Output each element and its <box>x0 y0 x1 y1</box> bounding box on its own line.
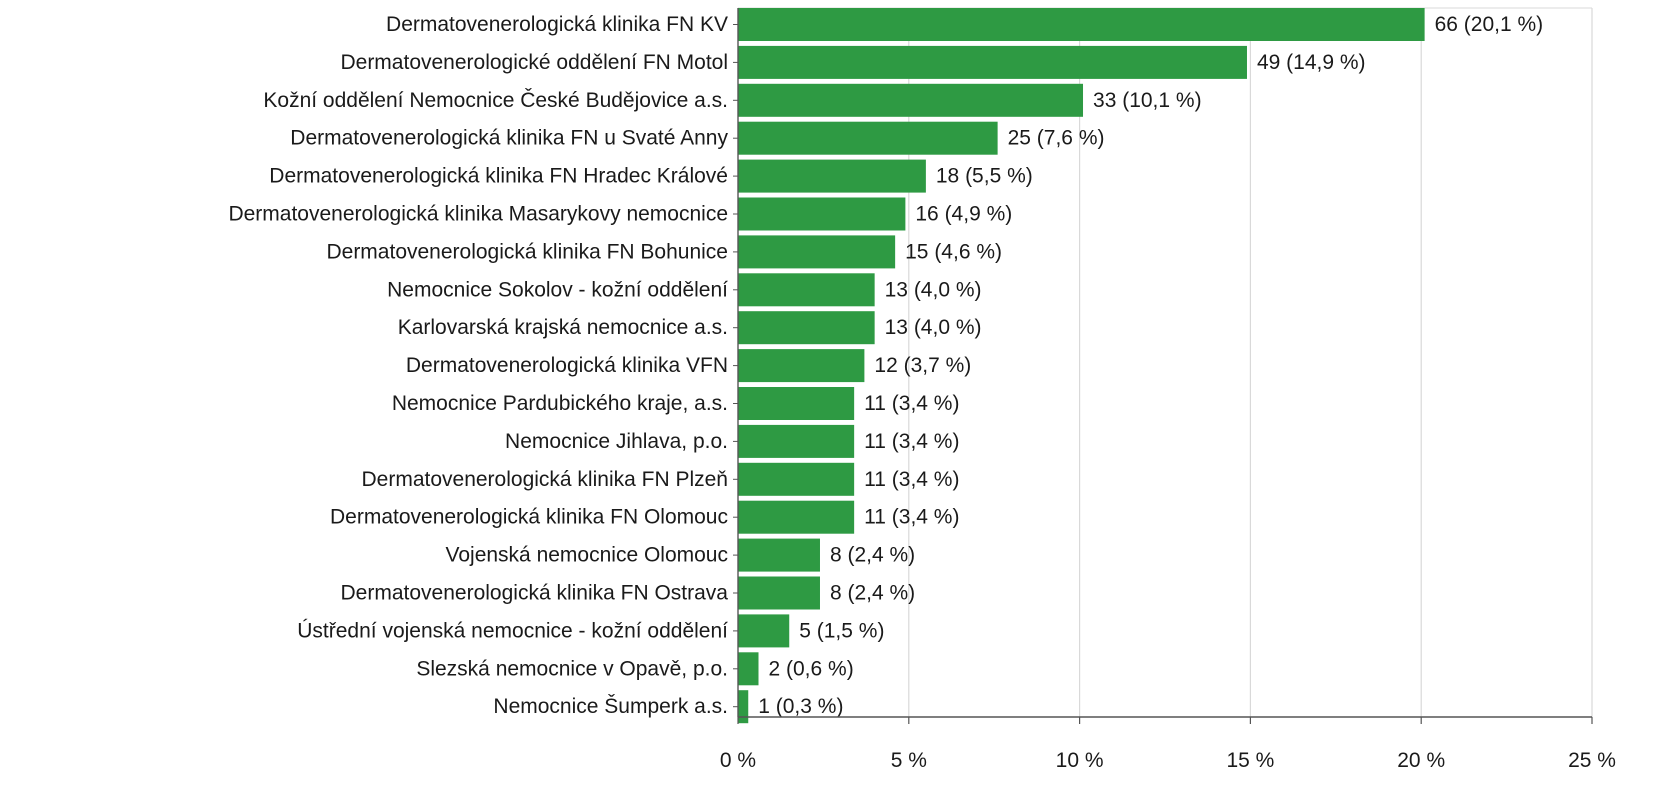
category-label: Dermatovenerologická klinika FN KV <box>386 13 728 36</box>
category-label: Slezská nemocnice v Opavě, p.o. <box>416 657 728 680</box>
data-label: 13 (4,0 %) <box>885 316 982 339</box>
bar <box>738 349 865 383</box>
category-label: Dermatovenerologická klinika FN Bohunice <box>326 240 728 263</box>
bar <box>738 273 875 307</box>
data-label: 16 (4,9 %) <box>915 203 1012 226</box>
category-label: Nemocnice Sokolov - kožní oddělení <box>387 278 728 301</box>
x-tick-label: 25 % <box>1568 749 1616 772</box>
bar <box>738 387 855 420</box>
x-tick-label: 20 % <box>1397 749 1445 772</box>
bar <box>738 311 875 345</box>
data-label: 2 (0,6 %) <box>768 657 853 680</box>
data-label: 15 (4,6 %) <box>905 240 1002 263</box>
bar <box>738 159 926 193</box>
category-label: Dermatovenerologická klinika FN Ostrava <box>341 582 729 605</box>
bar <box>738 614 790 648</box>
bar <box>738 197 906 231</box>
data-label: 11 (3,4 %) <box>864 430 959 453</box>
data-label: 66 (20,1 %) <box>1435 13 1544 36</box>
category-label: Dermatovenerologická klinika FN Hradec K… <box>269 165 728 188</box>
bar <box>738 45 1247 79</box>
axis-layer: 0 % 5 % 10 % 15 % 20 % 25 % <box>720 8 1616 772</box>
category-label: Nemocnice Pardubického kraje, a.s. <box>392 392 728 415</box>
category-label: Dermatovenerologická klinika VFN <box>406 354 728 377</box>
x-tick-label: 5 % <box>891 749 927 772</box>
x-tick-label: 10 % <box>1056 749 1104 772</box>
category-label: Dermatovenerologická klinika Masarykovy … <box>228 203 728 226</box>
category-label-layer: Dermatovenerologická klinika FN KV Dermat… <box>228 13 728 718</box>
bar <box>738 576 820 610</box>
data-label: 49 (14,9 %) <box>1257 51 1366 74</box>
category-label: Karlovarská krajská nemocnice a.s. <box>398 316 728 339</box>
data-label: 11 (3,4 %) <box>864 468 959 491</box>
data-label: 11 (3,4 %) <box>864 392 959 415</box>
bar <box>738 424 855 458</box>
bar <box>738 538 820 572</box>
bar <box>738 121 998 155</box>
category-label: Dermatovenerologická klinika FN Plzeň <box>362 468 729 491</box>
category-label: Dermatovenerologické oddělení FN Motol <box>340 51 728 74</box>
bar <box>738 690 749 724</box>
category-label: Nemocnice Šumperk a.s. <box>493 695 728 718</box>
bar <box>738 83 1084 117</box>
category-label: Nemocnice Jihlava, p.o. <box>505 430 728 453</box>
data-label: 18 (5,5 %) <box>936 165 1033 188</box>
category-label: Dermatovenerologická klinika FN u Svaté … <box>290 127 728 150</box>
data-label: 12 (3,7 %) <box>874 354 971 377</box>
bar <box>738 235 896 269</box>
data-label: 8 (2,4 %) <box>830 582 915 605</box>
data-label: 5 (1,5 %) <box>799 619 884 642</box>
category-label: Ústřední vojenská nemocnice - kožní oddě… <box>297 619 728 642</box>
data-label: 11 (3,4 %) <box>864 506 959 529</box>
data-label: 1 (0,3 %) <box>758 695 843 718</box>
x-tick-label: 0 % <box>720 749 756 772</box>
data-label: 13 (4,0 %) <box>885 278 982 301</box>
bar <box>738 500 855 534</box>
category-label: Dermatovenerologická klinika FN Olomouc <box>330 506 728 529</box>
bar <box>738 462 855 496</box>
bar-layer <box>738 8 1425 724</box>
data-label: 25 (7,6 %) <box>1008 127 1105 150</box>
data-label: 8 (2,4 %) <box>830 544 915 567</box>
category-label: Kožní oddělení Nemocnice České Budějovic… <box>263 89 728 112</box>
bar <box>738 8 1425 41</box>
category-label: Vojenská nemocnice Olomouc <box>446 544 729 567</box>
value-label-layer: 66 (20,1 %) 49 (14,9 %) 33 (10,1 %) 25 (7,6… <box>758 13 1543 718</box>
data-label: 33 (10,1 %) <box>1093 89 1202 112</box>
bar <box>738 652 759 686</box>
x-tick-label: 15 % <box>1226 749 1274 772</box>
